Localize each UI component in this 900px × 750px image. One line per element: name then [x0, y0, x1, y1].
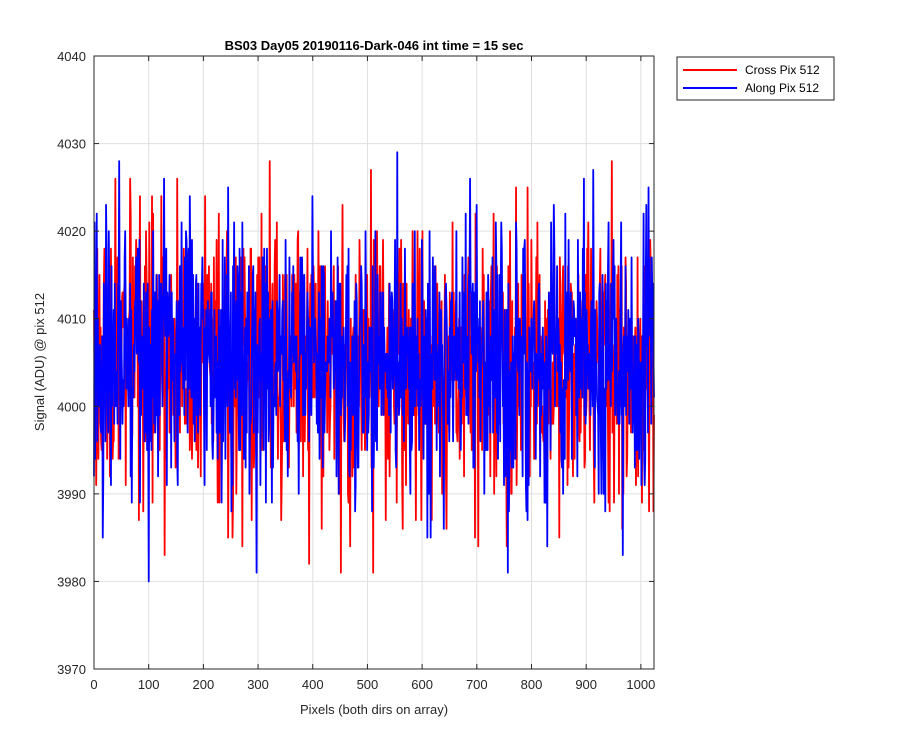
y-tick-label: 4020 — [57, 224, 86, 239]
x-tick-label: 0 — [90, 677, 97, 692]
x-tick-label: 700 — [466, 677, 488, 692]
x-tick-label: 200 — [193, 677, 215, 692]
x-tick-label: 1000 — [626, 677, 655, 692]
chart-title: BS03 Day05 20190116-Dark-046 int time = … — [225, 38, 524, 53]
series-line-along-pix-512 — [93, 151, 655, 583]
y-tick-label: 4030 — [57, 137, 86, 152]
plot-frame — [93, 55, 655, 670]
x-tick-label: 800 — [521, 677, 543, 692]
y-axis-label: Signal (ADU) @ pix 512 — [32, 293, 47, 431]
legend-box — [676, 56, 835, 101]
x-tick-label: 300 — [247, 677, 269, 692]
y-tick-label: 4040 — [57, 49, 86, 64]
y-tick-label: 3970 — [57, 662, 86, 677]
x-axis-label: Pixels (both dirs on array) — [300, 702, 448, 717]
y-tick-label: 4010 — [57, 312, 86, 327]
y-tick-label: 3990 — [57, 487, 86, 502]
x-tick-label: 900 — [575, 677, 597, 692]
legend-label-along: Along Pix 512 — [745, 81, 819, 95]
axis-ticks: 0 100 200 300 400 500 600 700 800 900 1000 3970 3980… — [57, 49, 655, 692]
y-tick-label: 3980 — [57, 574, 86, 589]
series-lines — [93, 151, 655, 583]
legend: Cross Pix 512 Along Pix 512 — [676, 56, 835, 101]
x-tick-label: 500 — [357, 677, 379, 692]
legend-label-cross: Cross Pix 512 — [745, 63, 820, 77]
x-tick-label: 600 — [411, 677, 433, 692]
x-tick-label: 400 — [302, 677, 324, 692]
x-tick-label: 100 — [138, 677, 160, 692]
y-tick-label: 4000 — [57, 399, 86, 414]
